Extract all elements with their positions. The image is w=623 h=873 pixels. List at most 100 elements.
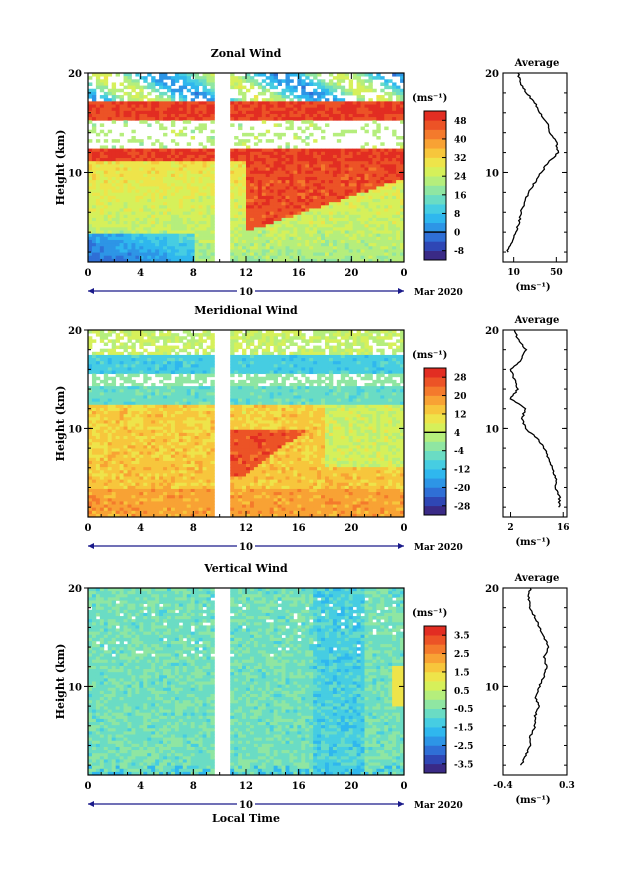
heatmap-cell <box>119 211 124 216</box>
heatmap-cell <box>178 101 184 105</box>
heatmap-cell <box>119 230 124 235</box>
heatmap-cell <box>301 167 306 172</box>
heatmap-cell <box>194 217 199 222</box>
heatmap-cell <box>167 161 172 165</box>
heatmap-cell <box>103 342 109 346</box>
heatmap-cell <box>88 199 93 203</box>
heatmap-cell <box>170 224 176 228</box>
heatmap-cell <box>123 195 128 200</box>
heatmap-cell <box>99 211 105 216</box>
heatmap-cell <box>163 110 168 115</box>
heatmap-cell <box>88 227 93 231</box>
heatmap-cell <box>178 186 184 190</box>
heatmap-cell <box>155 170 160 175</box>
heatmap-cell <box>123 432 128 437</box>
heatmap-cell <box>123 255 128 260</box>
heatmap-cells <box>88 330 405 518</box>
heatmap-cell <box>348 249 354 253</box>
heatmap-cell <box>111 186 117 190</box>
heatmap-cell <box>230 151 235 156</box>
heatmap-cell <box>285 173 290 178</box>
heatmap-cell <box>159 351 164 356</box>
heatmap-cell <box>340 85 346 90</box>
heatmap-cell <box>159 76 164 80</box>
heatmap-cell <box>368 164 373 168</box>
heatmap-cell <box>336 164 342 168</box>
heatmap-cell <box>186 217 192 222</box>
heatmap-cell <box>238 88 243 93</box>
heatmap-cell <box>147 495 152 499</box>
heatmap-cell <box>119 151 124 156</box>
heatmap-cell <box>336 227 342 231</box>
heatmap-cell <box>198 239 203 244</box>
heatmap-cell <box>99 451 105 456</box>
heatmap-cell <box>151 255 156 260</box>
heatmap-cell <box>198 246 203 250</box>
heatmap-cell <box>131 107 136 112</box>
heatmap-cell <box>273 208 278 212</box>
heatmap-cell <box>238 239 243 244</box>
heatmap-cell <box>277 154 282 159</box>
heatmap-cell <box>115 482 120 487</box>
heatmap-cell <box>202 183 207 187</box>
heatmap-cell <box>103 91 109 96</box>
heatmap-cell <box>317 104 322 109</box>
heatmap-cell <box>91 173 97 178</box>
heatmap-cell <box>103 354 109 359</box>
heatmap-cell <box>131 101 136 105</box>
heatmap-cell <box>115 233 120 238</box>
heatmap-cell <box>95 208 101 212</box>
heatmap-cell <box>332 243 338 247</box>
heatmap-cell <box>313 104 318 109</box>
heatmap-cell <box>163 227 168 231</box>
heatmap-cell <box>376 136 381 140</box>
heatmap-cell <box>143 442 148 446</box>
heatmap-cell <box>147 192 152 197</box>
heatmap-cell <box>321 104 326 109</box>
heatmap-cell <box>174 258 180 263</box>
heatmap-cell <box>372 186 377 190</box>
heatmap-cell <box>301 252 306 257</box>
heatmap-cell <box>249 243 255 247</box>
heatmap-cell <box>139 467 144 471</box>
heatmap-cell <box>127 501 132 505</box>
heatmap-cell <box>336 195 342 200</box>
heatmap-cell <box>269 255 275 260</box>
heatmap-cell <box>305 95 310 99</box>
heatmap-cell <box>151 243 156 247</box>
heatmap-cell <box>190 221 196 225</box>
heatmap-cell <box>155 442 160 446</box>
heatmap-cell <box>400 217 405 222</box>
heatmap-cell <box>119 202 124 206</box>
heatmap-cell <box>147 460 152 465</box>
heatmap-cell <box>95 464 101 468</box>
heatmap-cell <box>131 205 136 209</box>
heatmap-cell <box>139 370 144 375</box>
heatmap-cell <box>186 82 192 86</box>
heatmap-cell <box>380 233 385 238</box>
heatmap-cell <box>376 158 381 162</box>
heatmap-cell <box>91 373 97 378</box>
heatmap-cell <box>167 255 172 260</box>
heatmap-cell <box>376 211 381 216</box>
heatmap-cell <box>88 258 93 263</box>
heatmap-cell <box>360 107 365 112</box>
heatmap-cell <box>103 407 109 412</box>
heatmap-cell <box>380 230 385 235</box>
heatmap-cell <box>352 101 357 105</box>
heatmap-cell <box>238 243 243 247</box>
heatmap-cell <box>91 339 97 343</box>
heatmap-cell <box>396 158 401 162</box>
heatmap-cell <box>400 158 405 162</box>
heatmap-cell <box>321 208 326 212</box>
heatmap-cell <box>127 139 132 143</box>
heatmap-cell <box>103 485 109 490</box>
heatmap-cell <box>127 401 132 406</box>
heatmap-cell <box>198 255 203 260</box>
heatmap-cell <box>368 208 373 212</box>
heatmap-cell <box>289 183 294 187</box>
heatmap-cell <box>285 249 290 253</box>
heatmap-cell <box>123 501 128 505</box>
heatmap-cell <box>257 82 263 86</box>
heatmap-cell <box>352 117 357 121</box>
